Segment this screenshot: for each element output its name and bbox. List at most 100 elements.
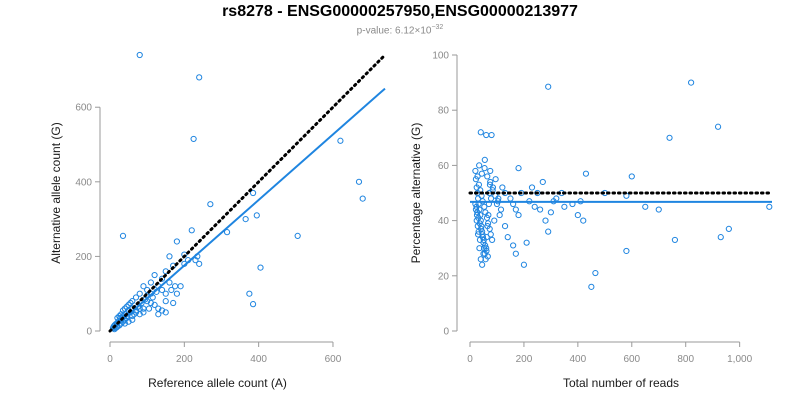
x-tick-label: 200	[516, 354, 533, 365]
data-point	[155, 311, 162, 318]
data-point	[725, 225, 732, 232]
data-point	[170, 299, 177, 307]
data-point	[592, 269, 599, 277]
data-point	[119, 232, 127, 239]
data-point	[147, 299, 154, 307]
data-point	[717, 234, 724, 241]
data-point	[140, 309, 147, 316]
data-point	[497, 206, 505, 213]
data-point	[476, 245, 483, 252]
data-point	[487, 231, 494, 238]
data-point	[119, 307, 127, 314]
x-axis-title: Total number of reads	[563, 376, 679, 390]
data-point	[359, 195, 366, 202]
data-point	[118, 311, 125, 318]
y-axis: 0 200 400 600	[75, 103, 101, 338]
data-point	[177, 283, 184, 290]
data-point	[253, 212, 260, 219]
data-point	[484, 253, 491, 260]
data-point	[162, 309, 169, 316]
data-point	[484, 173, 491, 180]
data-point	[136, 51, 143, 59]
data-point	[246, 290, 253, 297]
data-point	[196, 74, 203, 81]
data-point	[477, 256, 484, 263]
x-axis: 0 200 400 600	[107, 341, 342, 365]
data-point	[168, 286, 175, 294]
y-tick-label: 80	[438, 106, 450, 117]
data-point	[475, 228, 482, 235]
data-point	[158, 286, 166, 294]
y-axis: 0 20 40 60 80 100	[432, 51, 458, 338]
data-point	[474, 173, 481, 180]
data-point	[294, 232, 301, 239]
data-point	[188, 227, 195, 234]
data-point	[476, 162, 483, 169]
data-point	[149, 294, 156, 301]
data-point	[121, 320, 128, 327]
data-point	[472, 206, 480, 213]
data-point	[242, 216, 249, 223]
data-point	[537, 206, 544, 213]
data-point	[512, 250, 519, 257]
data-point	[482, 209, 489, 216]
data-point	[481, 203, 488, 210]
data-point	[249, 189, 257, 197]
x-tick-label: 400	[250, 354, 267, 365]
data-point	[136, 290, 143, 297]
data-point	[223, 229, 231, 236]
data-point	[114, 314, 121, 322]
data-point	[574, 211, 581, 219]
data-point	[355, 178, 363, 185]
fit-line	[109, 87, 386, 332]
data-point	[158, 307, 166, 314]
percentage-scatter: 0 200 400 600 800 1,000 0 20 40 60 80 100 Total numb…	[409, 51, 774, 390]
data-point	[561, 203, 568, 210]
data-point	[129, 298, 136, 305]
x-tick-label: 1,000	[727, 354, 752, 365]
data-points	[472, 79, 773, 290]
data-point	[480, 236, 487, 244]
data-point	[580, 217, 587, 224]
data-point	[192, 257, 199, 264]
data-point	[628, 173, 635, 180]
data-point	[623, 247, 630, 255]
data-point	[531, 203, 538, 210]
y-tick-label: 0	[86, 327, 92, 338]
data-point	[472, 167, 479, 175]
x-tick-label: 600	[325, 354, 342, 365]
data-point	[489, 236, 496, 244]
data-point	[642, 203, 649, 210]
chart-subtitle: p-value: 6.12×10−32	[0, 24, 800, 36]
data-point	[486, 181, 494, 188]
data-point	[140, 283, 147, 290]
data-point	[481, 165, 488, 172]
chart-title: rs8278 - ENSG00000257950,ENSG00000213977	[222, 3, 578, 20]
data-point	[688, 79, 695, 86]
y-tick-label: 60	[438, 161, 450, 172]
data-point	[520, 261, 528, 268]
data-point	[671, 236, 679, 244]
x-tick-label: 600	[623, 354, 640, 365]
data-point	[121, 305, 128, 312]
data-point	[151, 271, 158, 279]
data-point	[116, 312, 123, 320]
data-point	[515, 165, 522, 172]
x-tick-label: 0	[467, 354, 473, 365]
data-point	[162, 298, 169, 305]
data-point	[207, 201, 214, 208]
data-point	[545, 228, 552, 235]
data-point	[158, 275, 166, 282]
data-point	[523, 239, 530, 246]
p-value-text: p-value: 6.12×10	[356, 25, 432, 37]
data-point	[492, 176, 499, 183]
data-point	[483, 131, 490, 139]
data-point	[481, 156, 488, 163]
y-tick-label: 40	[438, 216, 450, 227]
x-tick-label: 400	[570, 354, 587, 365]
y-tick-label: 20	[438, 271, 450, 282]
data-point	[145, 305, 153, 312]
data-point	[173, 238, 180, 245]
data-point	[504, 234, 511, 241]
